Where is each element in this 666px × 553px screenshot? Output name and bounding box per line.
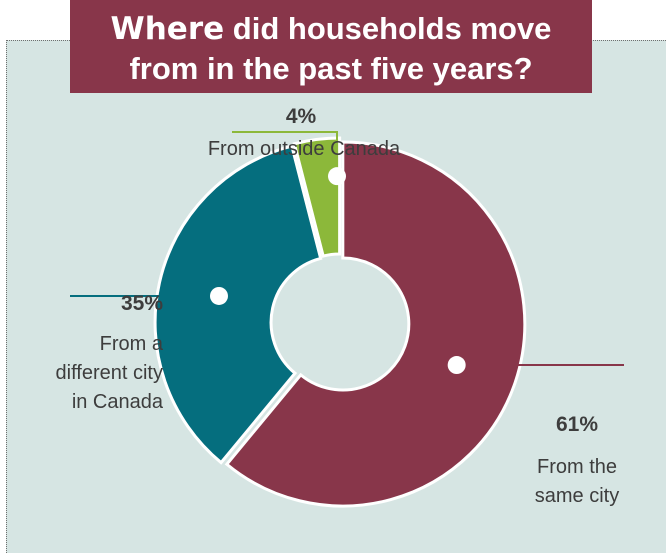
marker-from-the-same-city [447, 356, 466, 375]
category-label-from-a-different-city-in-canada: From a [100, 333, 164, 355]
marker-from-outside-canada [328, 167, 346, 186]
leader-from-outside-canada [232, 131, 338, 177]
title-banner: Where did households move from in the pa… [70, 0, 592, 93]
marker-from-a-different-city-in-canada [209, 286, 228, 305]
value-label-from-outside-canada: 4% [286, 105, 317, 128]
category-label-from-a-different-city-in-canada: different city [56, 362, 163, 384]
value-label-from-a-different-city-in-canada: 35% [121, 292, 163, 315]
category-label-from-the-same-city: same city [535, 485, 619, 507]
slice-from-outside-canada [292, 136, 342, 258]
title-emphasis: Where [110, 11, 225, 47]
title-line-1-rest: did households move [232, 11, 552, 46]
slice-from-the-same-city [224, 140, 527, 508]
title-line-1: Where did households move [70, 9, 592, 49]
category-label-from-a-different-city-in-canada: in Canada [72, 391, 164, 413]
value-label-from-the-same-city: 61% [556, 413, 598, 436]
category-label-from-the-same-city: From the [537, 456, 617, 478]
category-label-from-outside-canada: From outside Canada [208, 138, 401, 160]
slice-from-a-different-city-in-canada [153, 144, 323, 465]
title-line-2: from in the past five years? [129, 51, 533, 86]
